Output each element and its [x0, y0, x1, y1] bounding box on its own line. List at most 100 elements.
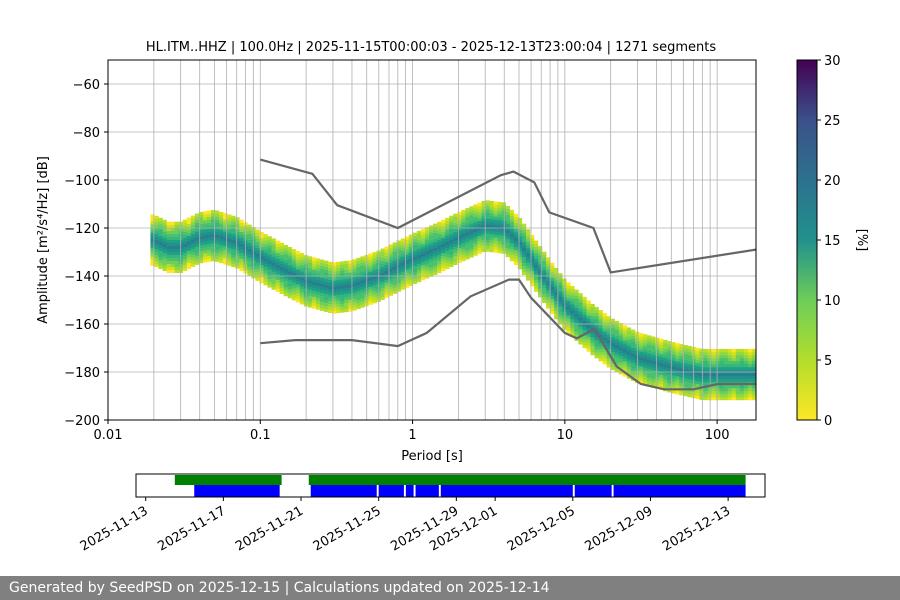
heatmap-cell: [590, 306, 595, 311]
heatmap-cell: [424, 233, 430, 237]
heatmap-cell: [445, 235, 450, 240]
heatmap-cell: [328, 300, 333, 305]
heatmap-cell: [215, 216, 220, 220]
heatmap-cell: [566, 309, 571, 313]
heatmap-cell: [299, 295, 305, 299]
heatmap-cell: [215, 228, 220, 232]
heatmap-cell: [307, 265, 313, 269]
heatmap-cell: [622, 364, 628, 368]
heatmap-cell: [546, 299, 551, 303]
heatmap-cell: [477, 241, 482, 245]
heatmap-cell: [562, 323, 567, 327]
heatmap-cell: [521, 235, 527, 239]
heatmap-cell: [219, 259, 224, 264]
heatmap-cell: [461, 215, 466, 220]
heatmap-cell: [162, 252, 167, 257]
heatmap-cell: [275, 252, 280, 256]
heatmap-cell: [311, 284, 317, 288]
heatmap-cell: [396, 285, 402, 289]
heatmap-cell: [441, 255, 446, 260]
heatmap-cell: [521, 250, 527, 254]
heatmap-cell: [751, 384, 756, 389]
heatmap-cell: [533, 270, 539, 274]
heatmap-cell: [404, 251, 410, 255]
heatmap-cell: [594, 348, 599, 353]
heatmap-cell: [711, 396, 716, 401]
heatmap-cell: [671, 366, 676, 370]
heatmap-cell: [703, 357, 708, 362]
heatmap-cell: [211, 218, 216, 223]
heatmap-cell: [162, 249, 167, 254]
heatmap-cell: [231, 260, 236, 265]
heatmap-cell: [517, 242, 523, 246]
heatmap-cell: [687, 390, 692, 395]
colorbar-tick-label: 20: [824, 174, 841, 189]
heatmap-cell: [388, 277, 393, 281]
heatmap-cell: [392, 275, 398, 279]
heatmap-cell: [525, 259, 531, 263]
heatmap-cell: [380, 296, 385, 300]
heatmap-cell: [332, 289, 337, 293]
heatmap-cell: [150, 241, 155, 245]
heatmap-cell: [457, 244, 462, 249]
heatmap-cell: [259, 264, 264, 269]
heatmap-cell: [529, 258, 535, 263]
heatmap-cell: [590, 324, 595, 329]
heatmap-cell: [396, 252, 402, 256]
heatmap-cell: [489, 227, 494, 232]
heatmap-cell: [162, 222, 167, 227]
heatmap-cell: [320, 301, 325, 305]
heatmap-cell: [457, 238, 462, 243]
heatmap-cell: [328, 303, 333, 308]
heatmap-cell: [743, 354, 749, 359]
heatmap-cell: [533, 285, 539, 289]
heatmap-cell: [501, 241, 507, 245]
heatmap-cell: [634, 334, 640, 339]
heatmap-cell: [747, 378, 753, 383]
heatmap-cell: [412, 250, 418, 254]
heatmap-cell: [271, 238, 276, 242]
heatmap-cell: [271, 271, 276, 275]
heatmap-cell: [634, 331, 640, 336]
heatmap-cell: [424, 266, 430, 270]
heatmap-cell: [679, 350, 684, 354]
heatmap-cell: [594, 324, 599, 329]
heatmap-cell: [626, 333, 632, 337]
heatmap-cell: [412, 232, 418, 236]
heatmap-cell: [586, 342, 591, 346]
heatmap-cell: [731, 366, 737, 371]
heatmap-cell: [437, 269, 442, 274]
heatmap-cell: [513, 240, 519, 245]
heatmap-cell: [497, 231, 502, 236]
heatmap-cell: [642, 364, 648, 368]
heatmap-cell: [445, 262, 450, 267]
heatmap-cell: [622, 328, 628, 332]
heatmap-cell: [699, 393, 704, 397]
heatmap-cell: [279, 251, 284, 256]
heatmap-cell: [647, 338, 652, 342]
heatmap-cell: [457, 214, 462, 219]
heatmap-cell: [275, 273, 280, 277]
heatmap-cell: [723, 387, 729, 392]
heatmap-cell: [400, 271, 406, 275]
heatmap-cell: [489, 218, 494, 223]
heatmap-cell: [182, 252, 188, 256]
heatmap-cell: [392, 245, 398, 249]
heatmap-cell: [283, 250, 289, 255]
heatmap-cell: [404, 272, 410, 276]
heatmap-cell: [408, 246, 414, 250]
heatmap-cell: [618, 329, 624, 333]
heatmap-cell: [267, 254, 272, 258]
heatmap-cell: [638, 381, 644, 385]
heatmap-cell: [433, 241, 438, 245]
heatmap-cell: [671, 348, 676, 352]
heatmap-cell: [594, 318, 599, 323]
heatmap-cell: [663, 345, 668, 350]
heatmap-cell: [206, 219, 212, 223]
heatmap-cell: [287, 253, 293, 257]
heatmap-cell: [396, 249, 402, 253]
heatmap-cell: [505, 229, 511, 234]
heatmap-cell: [437, 236, 442, 241]
heatmap-cell: [550, 292, 555, 297]
heatmap-cell: [400, 280, 406, 284]
